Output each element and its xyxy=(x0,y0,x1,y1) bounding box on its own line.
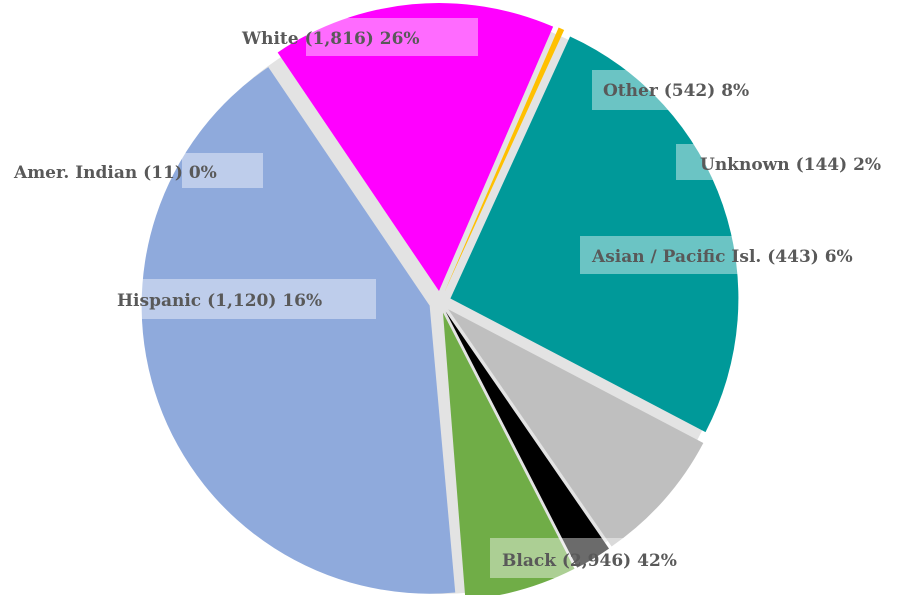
slice-label-text-amer-indian: Amer. Indian (11) 0% xyxy=(13,163,217,183)
pie-slice-asian-pacific-isl xyxy=(442,312,575,595)
slice-label-bg-asian-pacific xyxy=(580,236,760,274)
slice-label-text-asian-pacific: Asian / Pacific Isl. (443) 6% xyxy=(591,247,853,267)
pie-slice-white xyxy=(450,36,739,433)
slice-label-text-hispanic: Hispanic (1,120) 16% xyxy=(117,291,322,311)
pie-slice-hispanic xyxy=(277,3,554,292)
slice-label-text-other: Other (542) 8% xyxy=(603,81,749,101)
slice-label-bg-amer-indian xyxy=(182,153,263,188)
slice-label-black: Black (2,946) 42% xyxy=(490,538,712,578)
pie-slice-unknown xyxy=(445,311,610,568)
slice-label-bg-hispanic xyxy=(110,279,376,319)
slice-label-text-unknown: Unknown (144) 2% xyxy=(700,155,881,175)
slice-label-bg-unknown xyxy=(676,144,716,180)
slice-label-bg-other xyxy=(592,70,692,110)
pie-labels: Black (2,946) 42% Hispanic (1,120) 16% A… xyxy=(13,18,881,578)
pie-slice-amer-indian xyxy=(444,27,565,292)
slice-label-hispanic: Hispanic (1,120) 16% xyxy=(110,279,376,319)
slice-label-text-black: Black (2,946) 42% xyxy=(502,551,677,571)
slice-label-bg-white xyxy=(306,18,478,56)
slice-label-text-white: White (1,816) 26% xyxy=(241,29,420,49)
pie-slice-black xyxy=(141,67,456,594)
slice-label-amer-indian: Amer. Indian (11) 0% xyxy=(13,153,263,188)
pie-slice-other xyxy=(448,309,704,547)
slice-label-bg-black xyxy=(490,538,712,578)
slice-label-white: White (1,816) 26% xyxy=(241,18,478,56)
slice-label-other: Other (542) 8% xyxy=(592,70,749,110)
pie-slices xyxy=(141,3,739,595)
slice-label-unknown: Unknown (144) 2% xyxy=(676,144,881,180)
slice-label-asian-pacific: Asian / Pacific Isl. (443) 6% xyxy=(580,236,853,274)
